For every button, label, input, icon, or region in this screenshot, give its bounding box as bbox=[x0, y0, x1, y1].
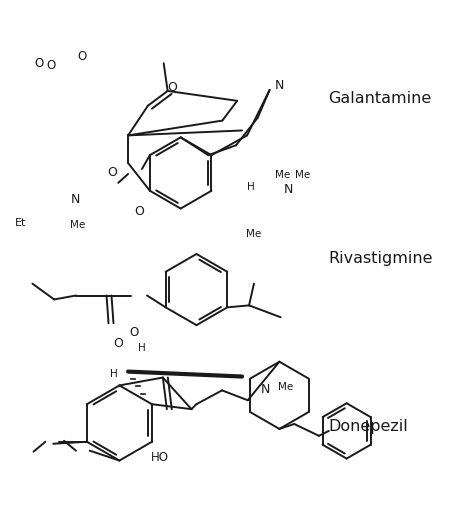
Text: Et: Et bbox=[15, 219, 26, 228]
Text: O: O bbox=[46, 59, 56, 71]
Text: Me: Me bbox=[278, 382, 293, 392]
Text: O: O bbox=[113, 338, 123, 350]
Text: H: H bbox=[110, 369, 118, 379]
Text: N: N bbox=[71, 193, 81, 206]
Text: Me: Me bbox=[275, 170, 290, 180]
Text: O: O bbox=[108, 166, 118, 179]
Text: O: O bbox=[134, 205, 144, 218]
Text: O: O bbox=[77, 50, 86, 63]
Text: Me: Me bbox=[295, 170, 310, 180]
Text: N: N bbox=[275, 80, 284, 92]
Text: N: N bbox=[261, 383, 270, 396]
Text: HO: HO bbox=[151, 451, 169, 464]
Text: H: H bbox=[247, 182, 255, 192]
Text: N: N bbox=[284, 183, 293, 196]
Text: O: O bbox=[35, 57, 44, 70]
Text: Donepezil: Donepezil bbox=[328, 419, 408, 434]
Text: H: H bbox=[138, 343, 146, 353]
Text: Rivastigmine: Rivastigmine bbox=[328, 251, 433, 266]
Text: O: O bbox=[129, 325, 139, 339]
Text: Me: Me bbox=[246, 229, 262, 239]
Text: Galantamine: Galantamine bbox=[328, 91, 432, 105]
Text: Me: Me bbox=[70, 221, 85, 230]
Text: O: O bbox=[167, 82, 177, 94]
